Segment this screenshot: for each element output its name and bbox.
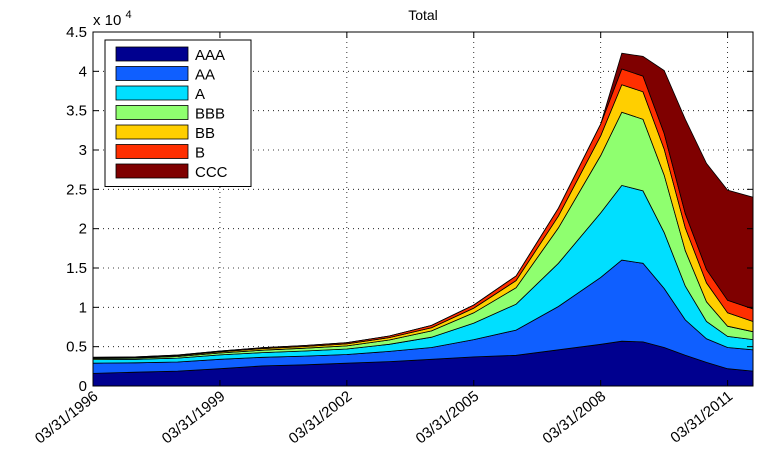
legend-swatch-bbb: [115, 105, 189, 120]
legend-label-aa: AA: [195, 67, 215, 84]
legend-swatch-ccc: [115, 163, 189, 179]
legend-swatch-aaa: [115, 46, 189, 62]
chart-title: Total: [408, 7, 438, 23]
axes: [92, 31, 754, 387]
y-multiplier-label: x 10 4: [93, 9, 132, 29]
y-tick-label: 1.5: [66, 260, 87, 277]
y-tick-label: 0: [79, 378, 87, 395]
y-tick-label: 3: [79, 142, 87, 159]
legend-swatch-b: [115, 144, 189, 159]
legend-swatch-aa: [115, 66, 189, 81]
legend-label-bbb: BBB: [195, 106, 225, 123]
legend-label-bb: BB: [195, 125, 215, 142]
legend-label-b: B: [195, 145, 205, 162]
y-tick-label: 2: [79, 221, 87, 238]
legend-swatch-a: [115, 85, 189, 101]
y-multiplier-exponent: 4: [126, 9, 132, 21]
legend-label-aaa: AAA: [195, 47, 225, 64]
y-tick-label: 1: [79, 299, 87, 316]
y-tick-label: 4: [79, 63, 87, 80]
y-axis-ticks: 0 0.5 1 1.5 2 2.5 3 3.5 4 4.5: [66, 24, 753, 395]
area-series: [92, 52, 754, 387]
legend-label-ccc: CCC: [195, 164, 228, 181]
y-tick-label: 2.5: [66, 181, 87, 198]
legend-swatch-bb: [115, 124, 189, 140]
plot-frame: [92, 31, 754, 387]
legend-label-a: A: [195, 86, 205, 103]
y-tick-label: 0.5: [66, 339, 87, 356]
y-multiplier-base: x 10: [93, 12, 121, 29]
y-tick-label: 3.5: [66, 103, 87, 120]
y-tick-label: 4.5: [66, 24, 87, 41]
